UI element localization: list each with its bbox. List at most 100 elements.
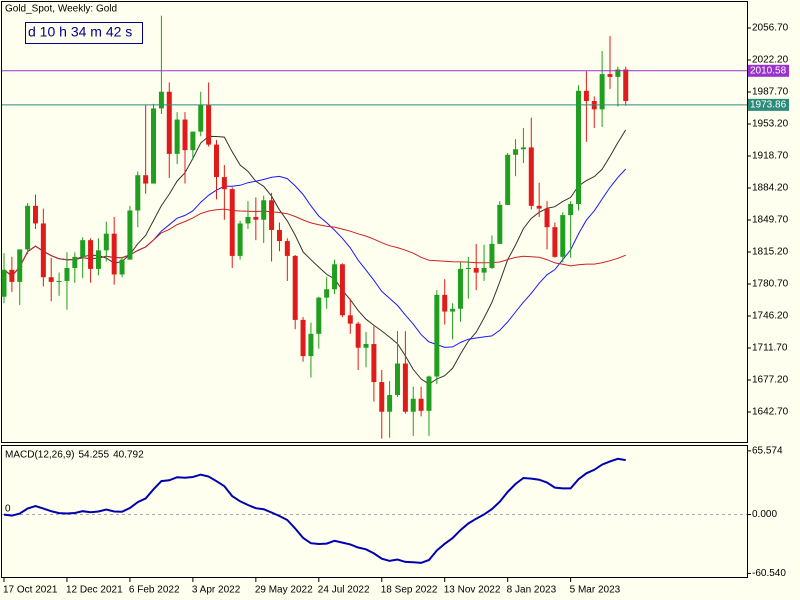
candle-body: [347, 315, 353, 324]
x-tick-label: 3 Apr 2022: [192, 585, 241, 596]
x-tick-label: 18 Sep 2022: [381, 585, 438, 596]
candle-body: [450, 308, 456, 312]
candle-body: [576, 90, 582, 204]
candle-body: [143, 175, 149, 184]
macd-y-tick-label: -60.540: [752, 568, 786, 579]
candle-body: [332, 264, 338, 290]
x-tick-label: 5 Mar 2023: [570, 585, 621, 596]
candle-body: [324, 289, 330, 298]
candle-body: [198, 104, 204, 132]
x-tick-label: 8 Jan 2023: [507, 585, 557, 596]
candle-body: [308, 333, 314, 357]
candle-body: [9, 269, 15, 282]
candle-body: [513, 149, 519, 155]
y-tick-label: 1746.20: [752, 311, 789, 322]
macd-label: MACD(12,26,9) 54.255 40.792: [5, 450, 144, 461]
y-tick-label: 1987.70: [752, 87, 789, 98]
moving-average: [3, 129, 627, 385]
candle-body: [544, 208, 550, 228]
macd-zero-label: 0: [5, 504, 11, 515]
candle-body: [253, 216, 259, 220]
chart-title: Gold_Spot, Weekly: Gold: [5, 4, 117, 15]
x-tick-label: 17 Oct 2021: [3, 585, 58, 596]
candle-body: [355, 323, 361, 348]
candle-body: [489, 243, 495, 268]
candle-body: [615, 69, 621, 77]
macd-y-tick-label: 0.000: [752, 509, 777, 520]
candle-body: [497, 204, 503, 244]
candle-body: [206, 104, 212, 145]
candle-body: [190, 131, 196, 151]
y-tick-label: 1815.20: [752, 247, 789, 258]
candle-body: [583, 90, 589, 102]
candle-body: [292, 255, 298, 320]
price-label: 1973.86: [750, 99, 787, 110]
candle-body: [127, 210, 133, 260]
candle-body: [261, 200, 267, 220]
candle-body: [103, 233, 109, 251]
candle-body: [25, 205, 31, 250]
candle-body: [426, 376, 432, 411]
candle-body: [284, 241, 290, 256]
y-tick-label: 1953.20: [752, 119, 789, 130]
price-label-box: [748, 98, 789, 111]
timer-box: [25, 22, 143, 44]
y-tick-label: 1849.70: [752, 215, 789, 226]
moving-average: [3, 208, 626, 277]
candle-body: [528, 147, 534, 206]
candle-body: [1, 269, 7, 297]
x-tick-label: 13 Nov 2022: [444, 585, 501, 596]
candle-body: [151, 108, 157, 184]
y-tick-label: 1780.70: [752, 279, 789, 290]
macd-line: [3, 457, 626, 564]
y-tick-label: 2056.70: [752, 23, 789, 34]
candle-body: [95, 250, 101, 269]
candle-body: [363, 344, 369, 348]
price-label-box: [748, 64, 789, 77]
y-tick-label: 1711.70: [752, 343, 788, 354]
candle-body: [40, 223, 46, 278]
y-tick-label: 1884.20: [752, 183, 789, 194]
candle-body: [119, 259, 125, 275]
candle-body: [623, 69, 629, 102]
candle-body: [560, 215, 566, 257]
candle-body: [17, 249, 23, 282]
candle-body: [56, 280, 62, 282]
candle-body: [276, 229, 282, 242]
candle-body: [229, 189, 235, 256]
y-tick-label: 1918.70: [752, 151, 789, 162]
candle-body: [520, 147, 526, 150]
candle-body: [457, 268, 463, 309]
candle-body: [111, 233, 117, 275]
candle-body: [402, 363, 408, 412]
candle-body: [80, 240, 86, 257]
macd-name: MACD(12,26,9): [5, 450, 74, 461]
candle-body: [300, 319, 306, 357]
candle-body: [552, 227, 558, 257]
candle-body: [158, 91, 164, 109]
candle-body: [245, 216, 251, 224]
x-tick-label: 24 Jul 2022: [318, 585, 370, 596]
candle-body: [481, 267, 487, 273]
y-tick-label: 2022.20: [752, 55, 789, 66]
candle-body: [505, 154, 511, 205]
candle-body: [418, 398, 424, 411]
candle-body: [316, 297, 322, 334]
y-tick-label: 1677.20: [752, 375, 789, 386]
macd-signal-value: 40.792: [113, 450, 144, 461]
candle-body: [237, 223, 243, 256]
candle-body: [387, 395, 393, 412]
candle-body: [135, 175, 141, 211]
candle-body: [32, 205, 38, 224]
candle-body: [88, 240, 94, 269]
candle-body: [473, 267, 479, 273]
candle-body: [395, 363, 400, 396]
candle-body: [48, 277, 54, 282]
candle-body: [339, 264, 345, 316]
timer: d 10 h 34 m 42 s: [28, 24, 132, 40]
x-tick-label: 29 May 2022: [255, 585, 313, 596]
candle-body: [599, 74, 605, 110]
